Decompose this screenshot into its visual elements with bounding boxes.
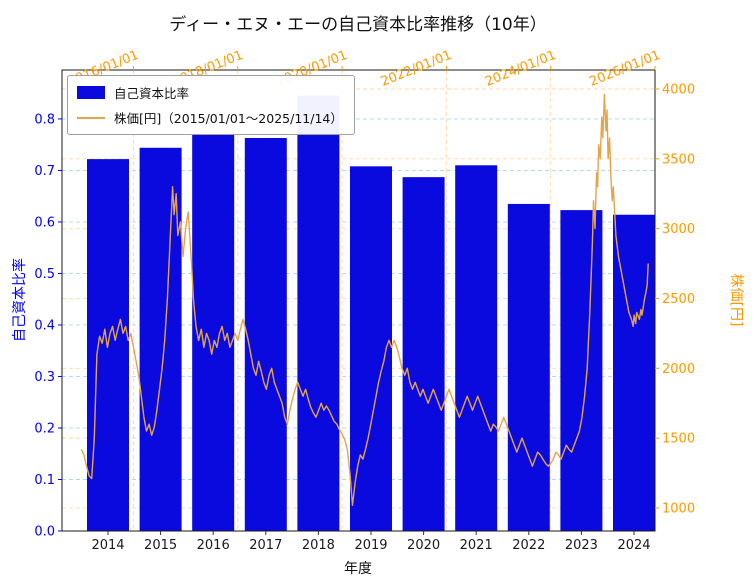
left-tick-label: 0.3 bbox=[34, 370, 55, 385]
legend-item-label: 株価[円]（2015/01/01～2025/11/14） bbox=[114, 111, 343, 126]
right-tick-label: 1500 bbox=[662, 432, 695, 447]
bar-2022 bbox=[507, 203, 550, 531]
legend-item-label: 自己資本比率 bbox=[114, 86, 190, 101]
bottom-tick-label: 2017 bbox=[249, 538, 282, 553]
left-tick-label: 0.7 bbox=[34, 164, 55, 179]
right-tick-label: 2500 bbox=[662, 292, 695, 307]
right-tick-label: 3000 bbox=[662, 222, 695, 237]
legend-item-stock-price: 株価[円]（2015/01/01～2025/11/14） bbox=[77, 108, 343, 127]
legend: 自己資本比率 株価[円]（2015/01/01～2025/11/14） bbox=[67, 75, 355, 135]
right-axis-title: 株価[円] bbox=[728, 273, 744, 327]
plot-border bbox=[61, 69, 656, 532]
legend-bar-swatch bbox=[77, 86, 105, 99]
bottom-axis-title: 年度 bbox=[344, 561, 372, 577]
left-tick-label: 0.5 bbox=[34, 267, 55, 282]
left-axis-title: 自己資本比率 bbox=[12, 258, 28, 342]
bottom-tick-label: 2023 bbox=[565, 538, 598, 553]
bottom-tick-label: 2019 bbox=[354, 538, 387, 553]
left-tick-label: 0.2 bbox=[34, 421, 55, 436]
left-tick-label: 0.0 bbox=[34, 525, 55, 540]
bar-2018 bbox=[297, 95, 340, 532]
bottom-tick-label: 2024 bbox=[617, 538, 650, 553]
bottom-tick-label: 2016 bbox=[197, 538, 230, 553]
bottom-tick-label: 2020 bbox=[407, 538, 440, 553]
bar-2017 bbox=[244, 137, 287, 531]
left-tick-label: 0.6 bbox=[34, 215, 55, 230]
legend-line-swatch bbox=[77, 116, 105, 119]
stock-price-line bbox=[80, 93, 649, 506]
bar-2023 bbox=[560, 210, 603, 532]
left-tick-label: 0.1 bbox=[34, 473, 55, 488]
bottom-tick-label: 2015 bbox=[144, 538, 177, 553]
left-tick-label: 0.8 bbox=[34, 112, 55, 127]
bar-2016 bbox=[192, 134, 235, 531]
right-tick-label: 4000 bbox=[662, 82, 695, 97]
legend-item-equity-ratio: 自己資本比率 bbox=[77, 83, 343, 102]
chart-title: ディー・エヌ・エーの自己資本比率推移（10年） bbox=[169, 15, 547, 35]
bar-2021 bbox=[455, 165, 498, 531]
right-tick-label: 3500 bbox=[662, 152, 695, 167]
right-tick-label: 2000 bbox=[662, 362, 695, 377]
bottom-tick-label: 2022 bbox=[512, 538, 545, 553]
right-tick-label: 1000 bbox=[662, 501, 695, 516]
bottom-tick-label: 2014 bbox=[91, 538, 124, 553]
bottom-tick-label: 2018 bbox=[302, 538, 335, 553]
left-tick-label: 0.4 bbox=[34, 318, 55, 333]
bottom-tick-label: 2021 bbox=[460, 538, 493, 553]
bar-2020 bbox=[402, 177, 445, 531]
